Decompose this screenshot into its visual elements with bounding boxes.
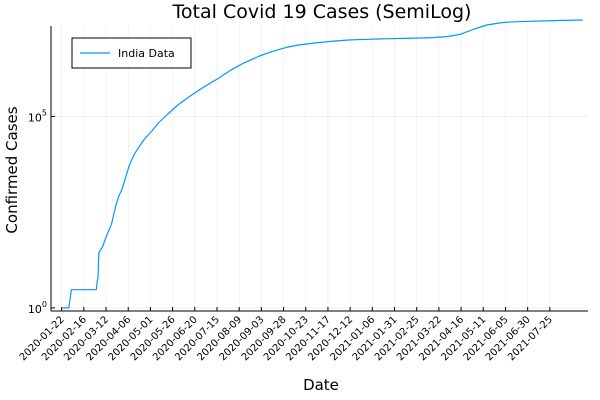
chart-title: Total Covid 19 Cases (SemiLog) [172,1,472,23]
series-line-india-data [61,19,583,309]
axes [50,26,588,312]
y-ticks: 100 105 [28,108,55,316]
legend-label: India Data [118,47,175,60]
y-tick-label: 100 [28,300,47,316]
y-axis-label: Confirmed Cases [3,106,21,233]
x-axis-label: Date [303,376,339,394]
y-tick-label: 105 [28,108,47,124]
grid [51,26,588,311]
series-group [61,19,583,309]
legend: India Data [71,37,192,69]
